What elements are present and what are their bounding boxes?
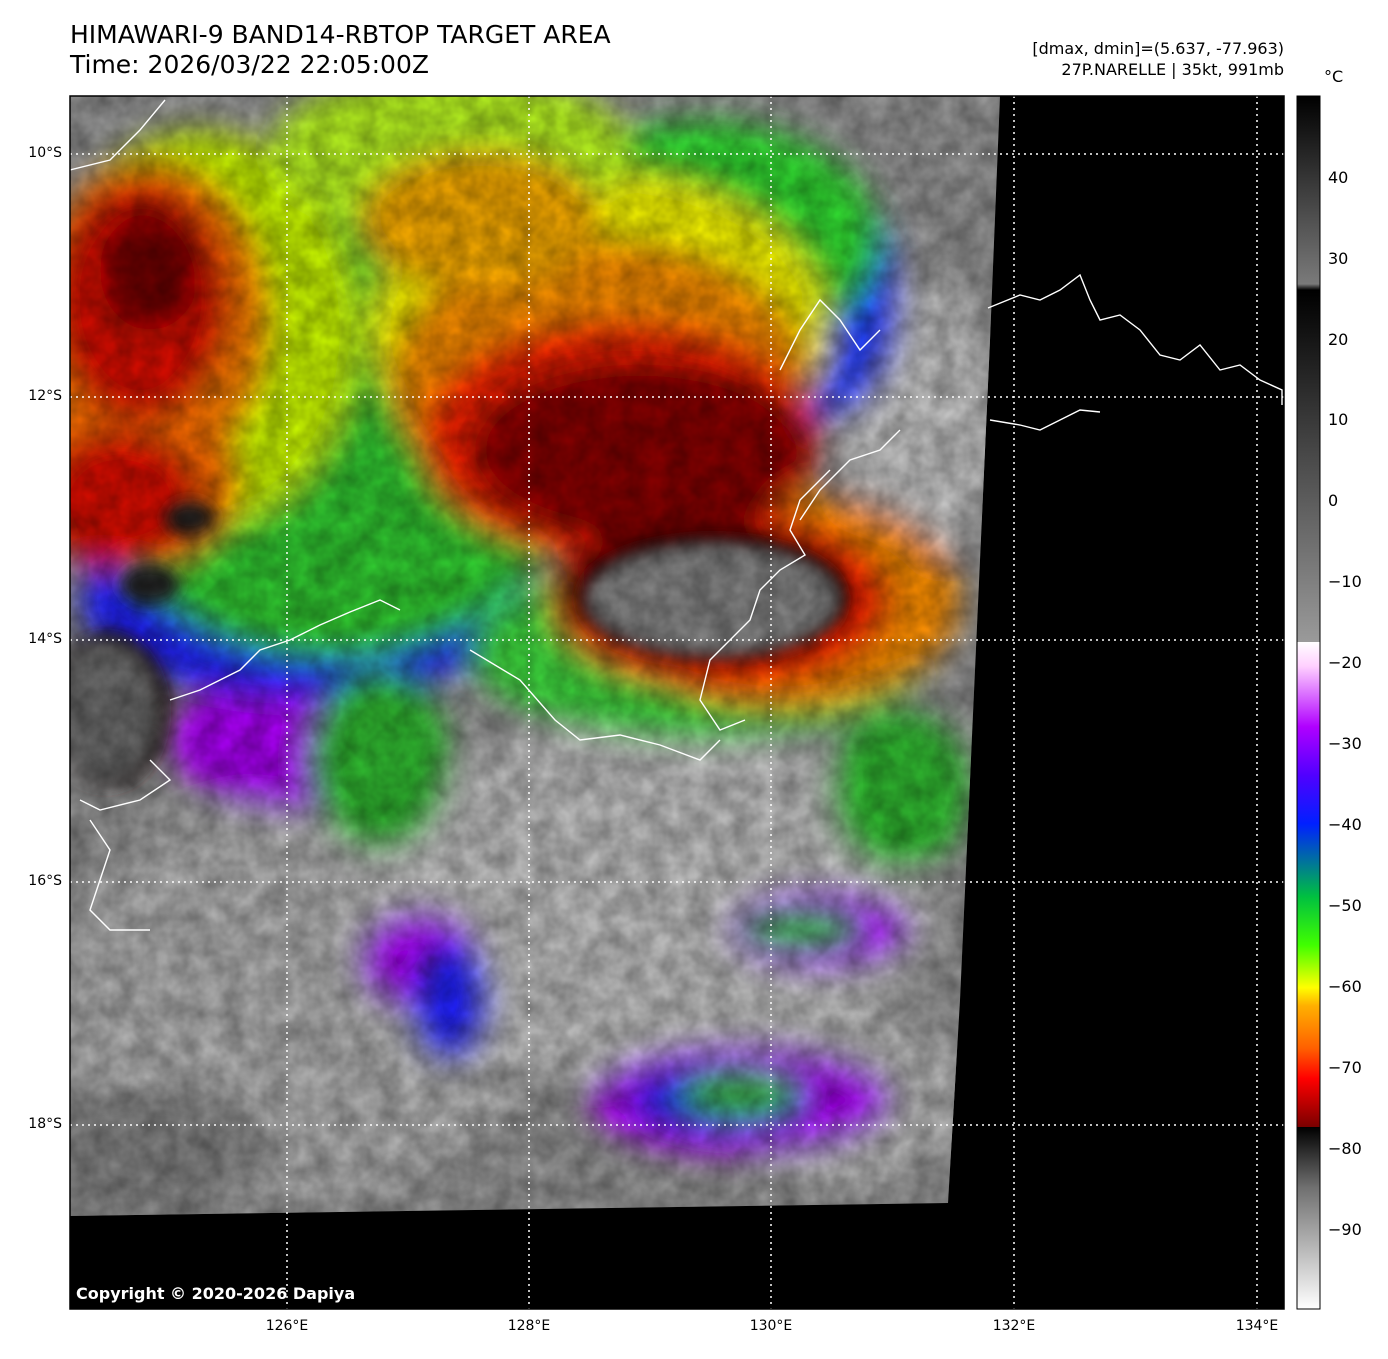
meta-line2: 27P.NARELLE | 35kt, 991mb bbox=[1061, 60, 1284, 79]
lon-label-126e: 126°E bbox=[265, 1318, 309, 1334]
colorbar-tick: −80 bbox=[1328, 1139, 1362, 1158]
copyright-text: Copyright © 2020-2026 Dapiya bbox=[76, 1284, 356, 1303]
colorbar bbox=[1296, 95, 1321, 1310]
graticule bbox=[70, 96, 1284, 1309]
colorbar-tick: 10 bbox=[1328, 410, 1349, 429]
title-line1: HIMAWARI-9 BAND14-RBTOP TARGET AREA bbox=[70, 20, 611, 49]
lon-label-132e: 132°E bbox=[992, 1318, 1036, 1334]
lon-label-130e: 130°E bbox=[749, 1318, 793, 1334]
lat-label-16s: 16°S bbox=[28, 873, 62, 889]
storm-meta: [dmax, dmin]=(5.637, -77.963) 27P.NARELL… bbox=[1032, 38, 1284, 80]
colorbar-tick: −30 bbox=[1328, 734, 1362, 753]
colorbar-tick: −50 bbox=[1328, 896, 1362, 915]
lat-label-12s: 12°S bbox=[28, 388, 62, 404]
lat-label-10s: 10°S bbox=[28, 145, 62, 161]
colorbar-tick: −20 bbox=[1328, 653, 1362, 672]
colorbar-tick: −40 bbox=[1328, 815, 1362, 834]
colorbar-tick: −60 bbox=[1328, 977, 1362, 996]
chart-title: HIMAWARI-9 BAND14-RBTOP TARGET AREA Time… bbox=[70, 20, 611, 80]
lon-label-134e: 134°E bbox=[1235, 1318, 1279, 1334]
colorbar-tick: 40 bbox=[1328, 168, 1349, 187]
map-frame bbox=[69, 95, 1285, 1310]
colorbar-tick: −10 bbox=[1328, 572, 1362, 591]
imagery bbox=[70, 96, 1000, 1216]
texture bbox=[70, 96, 1000, 1216]
lat-label-14s: 14°S bbox=[28, 631, 62, 647]
title-line2: Time: 2026/03/22 22:05:00Z bbox=[70, 50, 429, 79]
lat-label-18s: 18°S bbox=[28, 1116, 62, 1132]
lon-label-128e: 128°E bbox=[507, 1318, 551, 1334]
meta-line1: [dmax, dmin]=(5.637, -77.963) bbox=[1032, 39, 1284, 58]
colorbar-unit: °C bbox=[1324, 67, 1344, 86]
colorbar-tick: 20 bbox=[1328, 330, 1349, 349]
colorbar-tick: −90 bbox=[1328, 1220, 1362, 1239]
colorbar-tick: −70 bbox=[1328, 1058, 1362, 1077]
colorbar-tick: 30 bbox=[1328, 249, 1349, 268]
colorbar-tick: 0 bbox=[1328, 491, 1339, 510]
coastlines bbox=[70, 99, 1283, 931]
